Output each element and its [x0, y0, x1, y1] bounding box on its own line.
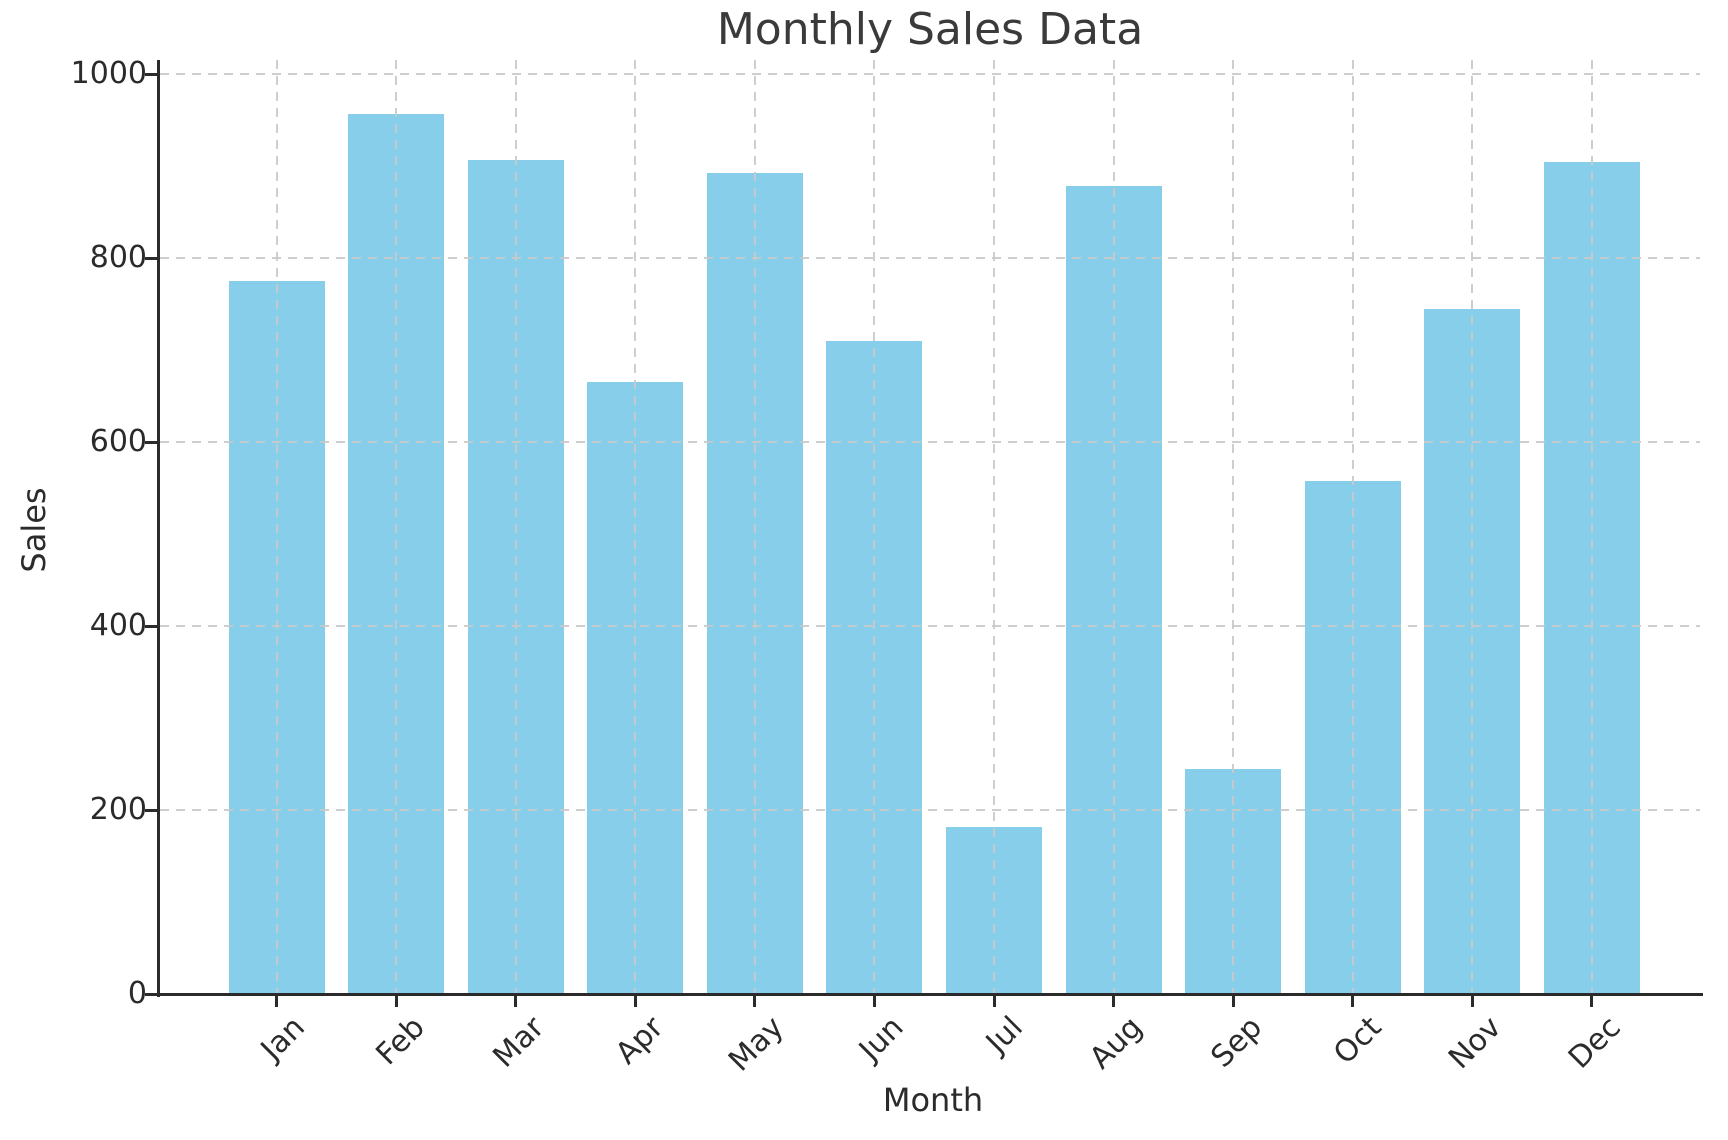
vertical-gridline-aug — [1112, 60, 1115, 994]
y-tick-label-800: 800 — [89, 240, 147, 275]
y-axis-spine — [157, 60, 160, 997]
x-tick-label-aug: Aug — [1083, 1009, 1150, 1077]
vertical-gridline-jan — [275, 60, 278, 994]
x-tick-label-jun: Jun — [852, 1009, 911, 1068]
y-tick-label-600: 600 — [89, 424, 147, 459]
vertical-gridline-nov — [1471, 60, 1474, 994]
horizontal-gridline-600 — [160, 441, 1700, 443]
y-tick-label-0: 0 — [127, 976, 147, 1011]
x-tick-mark-sep — [1231, 994, 1235, 1007]
vertical-gridline-dec — [1590, 60, 1593, 994]
x-tick-label-oct: Oct — [1326, 1009, 1389, 1072]
horizontal-gridline-800 — [160, 257, 1700, 259]
x-tick-mark-nov — [1470, 994, 1474, 1007]
vertical-gridline-oct — [1351, 60, 1354, 994]
y-axis-label: Sales — [15, 487, 53, 573]
vertical-gridline-feb — [395, 60, 398, 994]
y-tick-mark-0 — [145, 992, 158, 996]
horizontal-gridline-1000 — [160, 73, 1700, 75]
x-tick-label-sep: Sep — [1204, 1009, 1269, 1075]
x-tick-label-nov: Nov — [1441, 1009, 1508, 1077]
horizontal-gridline-400 — [160, 625, 1700, 627]
vertical-gridline-jul — [993, 60, 995, 994]
x-tick-label-jan: Jan — [254, 1009, 313, 1068]
x-tick-mark-may — [753, 994, 757, 1007]
y-tick-label-400: 400 — [89, 608, 147, 643]
vertical-gridline-jun — [873, 60, 876, 994]
x-tick-mark-apr — [633, 994, 637, 1007]
x-tick-label-feb: Feb — [369, 1009, 432, 1073]
plot-area — [159, 60, 1700, 994]
x-tick-mark-jun — [872, 994, 876, 1007]
y-tick-label-200: 200 — [89, 792, 147, 827]
y-tick-label-1000: 1000 — [70, 56, 147, 91]
x-tick-mark-aug — [1112, 994, 1116, 1007]
chart-title: Monthly Sales Data — [716, 4, 1144, 55]
vertical-gridline-mar — [514, 60, 517, 994]
vertical-gridline-apr — [634, 60, 637, 994]
y-tick-mark-1000 — [145, 72, 158, 76]
x-axis-label: Month — [882, 1081, 984, 1119]
x-tick-mark-jul — [992, 994, 996, 1007]
horizontal-gridline-200 — [160, 809, 1700, 811]
y-tick-mark-800 — [145, 256, 158, 260]
x-tick-mark-jan — [275, 994, 279, 1007]
x-tick-label-jul: Jul — [979, 1009, 1030, 1061]
x-tick-mark-oct — [1351, 994, 1355, 1007]
x-tick-mark-dec — [1590, 994, 1594, 1007]
x-axis-spine — [157, 993, 1703, 996]
x-tick-label-apr: Apr — [609, 1009, 671, 1072]
x-tick-label-may: May — [721, 1009, 791, 1079]
vertical-gridline-may — [753, 60, 756, 994]
x-tick-mark-mar — [514, 994, 518, 1007]
vertical-gridline-sep — [1232, 60, 1235, 994]
x-tick-label-mar: Mar — [486, 1009, 552, 1075]
x-tick-label-dec: Dec — [1561, 1009, 1628, 1076]
y-tick-mark-600 — [145, 440, 158, 444]
y-tick-mark-200 — [145, 808, 158, 812]
x-tick-mark-feb — [394, 994, 398, 1007]
y-tick-mark-400 — [145, 624, 158, 628]
